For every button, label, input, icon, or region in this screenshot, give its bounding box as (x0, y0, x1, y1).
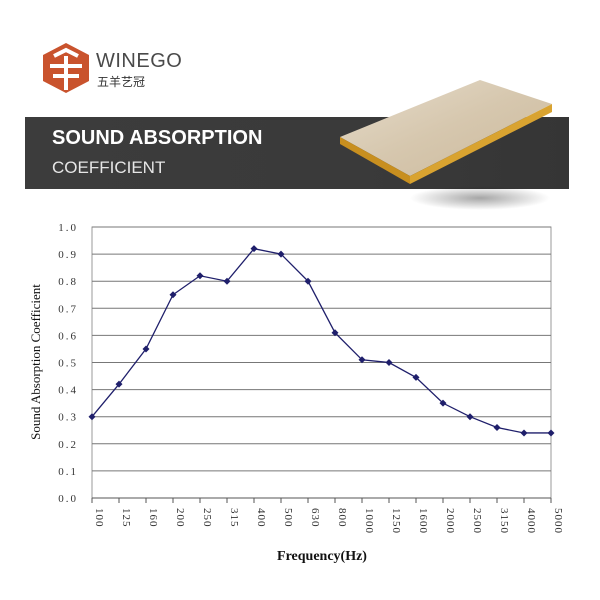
x-tick-label: 200 (174, 508, 186, 528)
data-point (223, 277, 231, 285)
data-point (88, 413, 96, 421)
data-point (466, 413, 474, 421)
data-point (520, 429, 528, 437)
x-tick-label: 250 (201, 508, 213, 528)
data-point (439, 399, 447, 407)
data-point (304, 277, 312, 285)
brand-name-chinese: 五羊艺冠 (97, 75, 146, 89)
y-tick-label: 0.3 (58, 412, 78, 424)
data-point (358, 356, 366, 364)
data-point (250, 245, 258, 253)
x-tick-label: 800 (336, 508, 348, 528)
x-tick-label: 160 (147, 508, 159, 528)
data-point (115, 380, 123, 388)
x-tick-label: 5000 (552, 508, 564, 534)
x-tick-label: 125 (120, 508, 132, 528)
data-point (547, 429, 555, 437)
banner-title: SOUND ABSORPTION (52, 127, 263, 149)
data-point (142, 345, 150, 353)
x-tick-label: 4000 (525, 508, 537, 534)
y-tick-label: 0.0 (58, 493, 78, 505)
y-tick-label: 0.8 (58, 276, 78, 288)
data-point (277, 250, 285, 258)
y-tick-label: 1.0 (58, 222, 78, 234)
x-tick-label: 630 (309, 508, 321, 528)
x-tick-label: 1250 (390, 508, 402, 534)
series-line (91, 247, 551, 434)
data-point (196, 272, 204, 280)
banner-subtitle: COEFFICIENT (52, 158, 166, 177)
winego-logo-icon (43, 43, 89, 93)
x-tick-label: 1600 (417, 508, 429, 534)
y-tick-label: 0.4 (58, 385, 78, 397)
data-point (331, 329, 339, 337)
y-tick-label: 0.1 (58, 466, 78, 478)
x-tick-label: 2500 (471, 508, 483, 534)
x-tick-label: 400 (255, 508, 267, 528)
data-point (385, 359, 393, 366)
brand-name: WINEGO (96, 50, 183, 72)
x-tick-label: 3150 (498, 508, 510, 534)
y-tick-label: 0.5 (58, 358, 78, 370)
data-point (169, 291, 177, 299)
y-tick-label: 0.7 (58, 303, 78, 315)
wood-panel-image (340, 80, 552, 210)
data-point (493, 424, 501, 432)
x-tick-label: 1000 (363, 508, 375, 534)
x-tick-label: 100 (93, 508, 105, 528)
x-tick-label: 2000 (444, 508, 456, 534)
x-axis-label: Frequency(Hz) (277, 549, 367, 564)
x-tick-label: 500 (282, 508, 294, 528)
data-point (412, 373, 420, 381)
y-tick-label: 0.2 (58, 439, 78, 451)
y-tick-label: 0.6 (58, 330, 78, 342)
y-tick-label: 0.9 (58, 249, 78, 261)
x-tick-label: 315 (228, 508, 240, 528)
y-axis-label: Sound Absorption Coefficient (28, 284, 43, 440)
